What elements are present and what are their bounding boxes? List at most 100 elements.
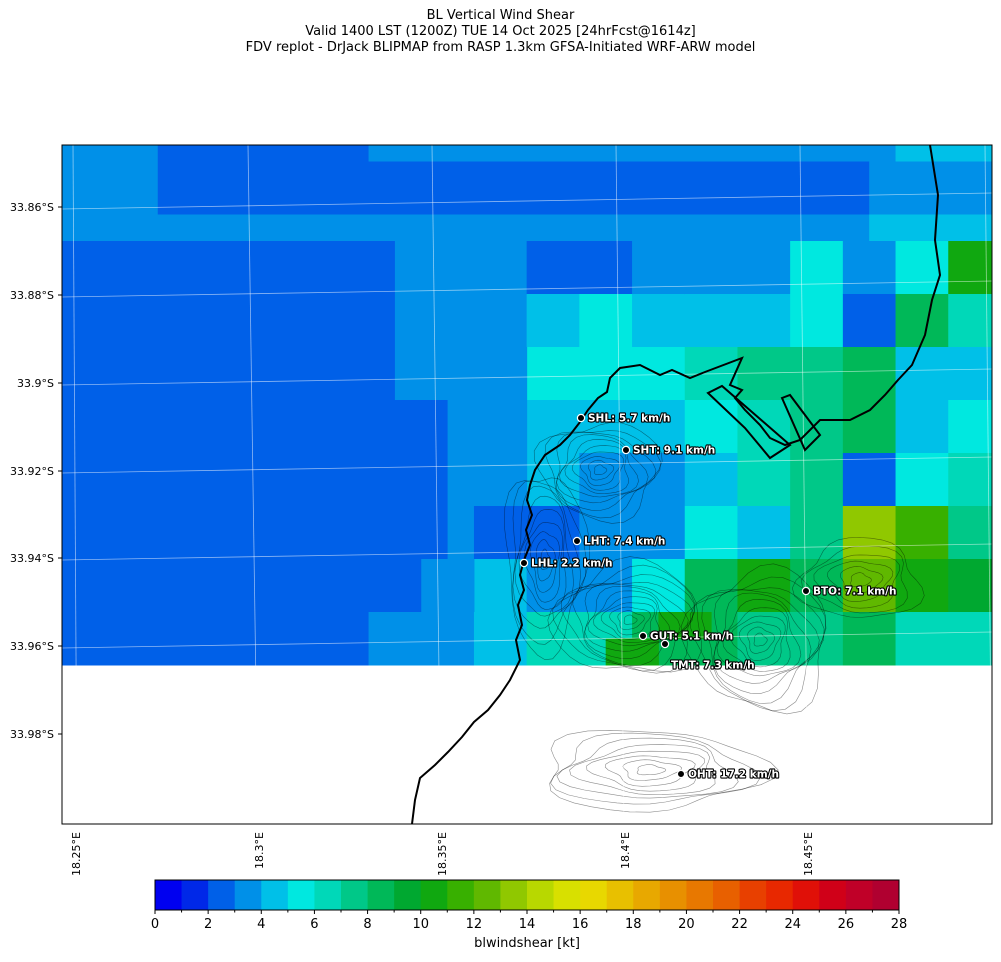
- shear-cell: [26, 480, 53, 507]
- shear-cell: [236, 612, 264, 639]
- shear-cell: [447, 294, 475, 321]
- shear-cell: [842, 294, 897, 348]
- shear-cell: [62, 241, 80, 268]
- shear-cell: [315, 400, 343, 427]
- shear-cell: [816, 214, 844, 242]
- shear-cell: [105, 532, 132, 560]
- shear-cell: [368, 161, 396, 189]
- station-marker-bto[interactable]: [801, 586, 811, 596]
- graticule: [62, 145, 992, 824]
- shear-cell: [605, 161, 633, 189]
- shear-cell: [131, 267, 159, 295]
- contour-line: [580, 456, 621, 486]
- shear-cell: [131, 426, 159, 454]
- shear-cell: [421, 214, 449, 242]
- shear-cell: [500, 161, 528, 189]
- colorbar-swatch: [872, 880, 900, 910]
- colorbar-swatch: [792, 880, 820, 910]
- shear-cell: [394, 479, 422, 507]
- colorbar-tick-label: 0: [151, 917, 159, 932]
- shear-cell: [421, 400, 449, 427]
- station-marker-shl[interactable]: [576, 413, 586, 423]
- shear-cell: [684, 241, 791, 295]
- colorbar-swatch: [739, 880, 767, 910]
- contour-line: [572, 451, 625, 491]
- shear-cell: [184, 479, 211, 507]
- shear-cell: [579, 559, 633, 613]
- shear-cell: [342, 320, 370, 348]
- shear-cell: [236, 559, 264, 586]
- shear-cell: [210, 347, 238, 374]
- shear-cell: [62, 638, 80, 666]
- contour-line: [550, 732, 761, 805]
- shear-cell: [78, 638, 106, 666]
- station-marker-tmt[interactable]: [660, 639, 670, 649]
- shear-cell: [526, 612, 580, 666]
- longitude-gridline: [72, 145, 78, 824]
- colorbar-tick-label: 12: [466, 917, 483, 932]
- contour-line: [549, 730, 779, 813]
- shear-cell: [553, 188, 580, 215]
- shear-cell: [526, 214, 554, 242]
- colorbar-swatch: [341, 880, 368, 910]
- shear-cell: [842, 214, 870, 242]
- shear-cell: [842, 188, 870, 215]
- shear-cell: [157, 145, 185, 162]
- shear-cell: [842, 400, 897, 454]
- shear-cell: [368, 559, 396, 586]
- shear-cell: [342, 294, 370, 321]
- contour-line: [556, 434, 649, 504]
- shear-cell: [842, 612, 897, 666]
- shear-cell: [62, 585, 80, 613]
- station-marker-lht[interactable]: [572, 536, 582, 546]
- shear-cell: [763, 161, 791, 189]
- shear-cell: [184, 373, 211, 401]
- shear-cell: [236, 214, 264, 242]
- colorbar-swatch: [819, 880, 847, 910]
- shear-cell: [184, 320, 211, 348]
- shear-cell: [948, 506, 992, 560]
- colorbar-swatch: [766, 880, 794, 910]
- colorbar-tick-label: 24: [784, 917, 801, 932]
- shear-cell: [368, 532, 396, 560]
- shear-cell: [632, 400, 686, 454]
- shear-cell: [236, 241, 264, 268]
- shear-cell: [289, 294, 317, 321]
- shear-cell: [78, 559, 106, 586]
- shear-cell: [315, 612, 343, 639]
- shear-cell: [210, 267, 238, 295]
- colorbar-swatch: [633, 880, 661, 910]
- station-marker-oht[interactable]: [676, 769, 686, 779]
- shear-cell: [500, 267, 528, 295]
- shear-cell: [157, 188, 185, 215]
- station-marker-gut[interactable]: [638, 631, 648, 641]
- shear-cell: [289, 585, 317, 613]
- station-label-lhl: LHL: 2.2 km/h: [531, 558, 613, 570]
- shear-cell: [763, 188, 791, 215]
- contour-line: [680, 563, 826, 715]
- shear-cell: [315, 267, 343, 295]
- shear-cell: [289, 241, 317, 268]
- shear-cell: [895, 188, 923, 215]
- shear-cell: [342, 347, 370, 374]
- station-marker-lhl[interactable]: [519, 558, 529, 568]
- shear-cell: [131, 506, 159, 533]
- shear-cell: [869, 188, 897, 215]
- shear-cell: [579, 506, 633, 560]
- shear-cell: [342, 426, 370, 454]
- shear-cell: [184, 188, 211, 215]
- shear-cell: [342, 214, 370, 242]
- shear-cell: [184, 453, 211, 480]
- shear-cell: [157, 400, 185, 427]
- shear-cell: [447, 241, 475, 268]
- shear-cell: [210, 638, 238, 666]
- station-marker-sht[interactable]: [621, 445, 631, 455]
- shear-cell: [895, 400, 949, 454]
- colorbar-swatch: [713, 880, 740, 910]
- shear-cell: [184, 145, 211, 162]
- shear-cell: [210, 241, 238, 268]
- latitude-gridline: [62, 192, 992, 210]
- shear-cell: [289, 506, 317, 533]
- shear-cell: [368, 320, 396, 348]
- lon-tick-label: 18.35°E: [436, 832, 449, 876]
